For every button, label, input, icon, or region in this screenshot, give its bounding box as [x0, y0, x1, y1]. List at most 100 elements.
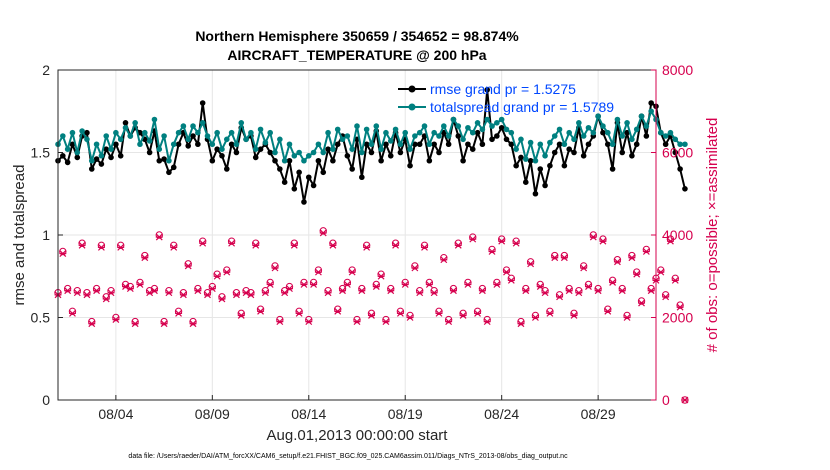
rmse-point [84, 129, 90, 136]
chart-subtitle: AIRCRAFT_TEMPERATURE @ 200 hPa [227, 47, 486, 63]
totalspread-point [421, 123, 428, 129]
totalspread-point [537, 141, 544, 148]
totalspread-point [64, 146, 71, 152]
totalspread-point [494, 120, 500, 126]
totalspread-point [527, 139, 534, 146]
rmse-point [209, 157, 216, 164]
obs-assimilated-point [512, 239, 520, 247]
obs-possible-point [358, 284, 366, 293]
rmse-point [117, 153, 124, 159]
obs-possible-point [570, 309, 578, 318]
obs-possible-point [473, 307, 482, 316]
rmse-point [474, 129, 481, 136]
totalspread-point [204, 133, 211, 139]
totalspread-point [127, 133, 134, 139]
totalspread-point [108, 146, 114, 152]
obs-assimilated-point [179, 291, 187, 299]
obs-assimilated-point [425, 281, 433, 288]
totalspread-point [484, 116, 491, 123]
obs-possible-point [493, 278, 501, 287]
totalspread-point [79, 128, 85, 134]
obs-assimilated-point [551, 254, 559, 262]
totalspread-point [441, 123, 447, 129]
totalspread-point [633, 126, 640, 133]
obs-possible-point [507, 274, 516, 283]
totalspread-point [387, 138, 394, 144]
rmse-point [170, 164, 177, 171]
rmse-point [672, 149, 679, 156]
rmse-point [465, 141, 471, 148]
obs-possible-point [555, 291, 564, 299]
obs-assimilated-point [589, 233, 597, 241]
obs-possible-point [637, 297, 646, 305]
totalspread-point [455, 123, 462, 129]
totalspread-point [445, 133, 452, 139]
totalspread-point [344, 133, 351, 139]
totalspread-point [334, 126, 341, 133]
totalspread-point [402, 129, 409, 136]
obs-assimilated-point [285, 285, 293, 293]
obs-possible-point [295, 307, 303, 316]
obs-assimilated-point [454, 241, 462, 249]
legend-spread-marker [408, 103, 416, 111]
rmse-point [551, 149, 558, 156]
totalspread-point [638, 113, 645, 119]
rmse-point [609, 166, 616, 172]
obs-assimilated-point [584, 283, 592, 290]
totalspread-point [498, 116, 505, 123]
totalspread-point [122, 124, 129, 131]
totalspread-point [450, 116, 457, 123]
obs-assimilated-point [276, 318, 284, 326]
obs-possible-point [497, 235, 506, 243]
totalspread-point [416, 129, 423, 136]
y2-tick-label: 4000 [662, 227, 693, 243]
obs-possible-point [454, 239, 462, 247]
obs-assimilated-point [257, 307, 265, 315]
totalspread-point [503, 126, 510, 133]
rmse-point [219, 153, 225, 159]
rmse-point [98, 161, 105, 167]
obs-assimilated-point [613, 258, 621, 266]
y-tick-label: 1.5 [31, 145, 51, 161]
totalspread-point [233, 141, 240, 148]
obs-assimilated-point [175, 309, 183, 317]
obs-assimilated-point [676, 303, 684, 311]
obs-assimilated-point [343, 281, 351, 288]
legend-rmse-marker [408, 85, 416, 93]
totalspread-point [223, 136, 230, 143]
totalspread-point [286, 141, 293, 148]
rmse-point [363, 141, 370, 148]
obs-assimilated-point [445, 318, 453, 326]
totalspread-point [662, 133, 669, 139]
obs-assimilated-point [117, 243, 125, 251]
totalspread-point [195, 129, 201, 136]
rmse-point [547, 162, 553, 169]
totalspread-point [354, 123, 360, 129]
totalspread-point [556, 126, 563, 133]
obs-assimilated-point [314, 268, 322, 276]
obs-assimilated-point [377, 272, 385, 280]
obs-assimilated-point [647, 287, 655, 295]
rmse-point [489, 136, 495, 143]
obs-possible-point [440, 253, 448, 262]
obs-possible-point [367, 309, 376, 318]
rmse-point [537, 166, 544, 172]
rmse-point [108, 154, 114, 161]
obs-possible-point [449, 284, 458, 293]
obs-possible-point [575, 286, 583, 295]
obs-possible-point [377, 270, 385, 278]
x-tick-label: 08/14 [291, 406, 326, 422]
rmse-point [368, 149, 375, 156]
obs-assimilated-point [565, 287, 573, 295]
totalspread-point [363, 126, 370, 133]
obs-possible-point [213, 270, 221, 278]
totalspread-point [547, 139, 553, 146]
obs-possible-point [584, 280, 593, 289]
obs-possible-point [594, 284, 602, 293]
obs-possible-point [560, 251, 569, 260]
obs-possible-point [237, 309, 245, 318]
rmse-point [252, 154, 259, 161]
rmse-point [113, 141, 119, 148]
rmse-point [532, 190, 539, 197]
rmse-point [629, 153, 635, 159]
